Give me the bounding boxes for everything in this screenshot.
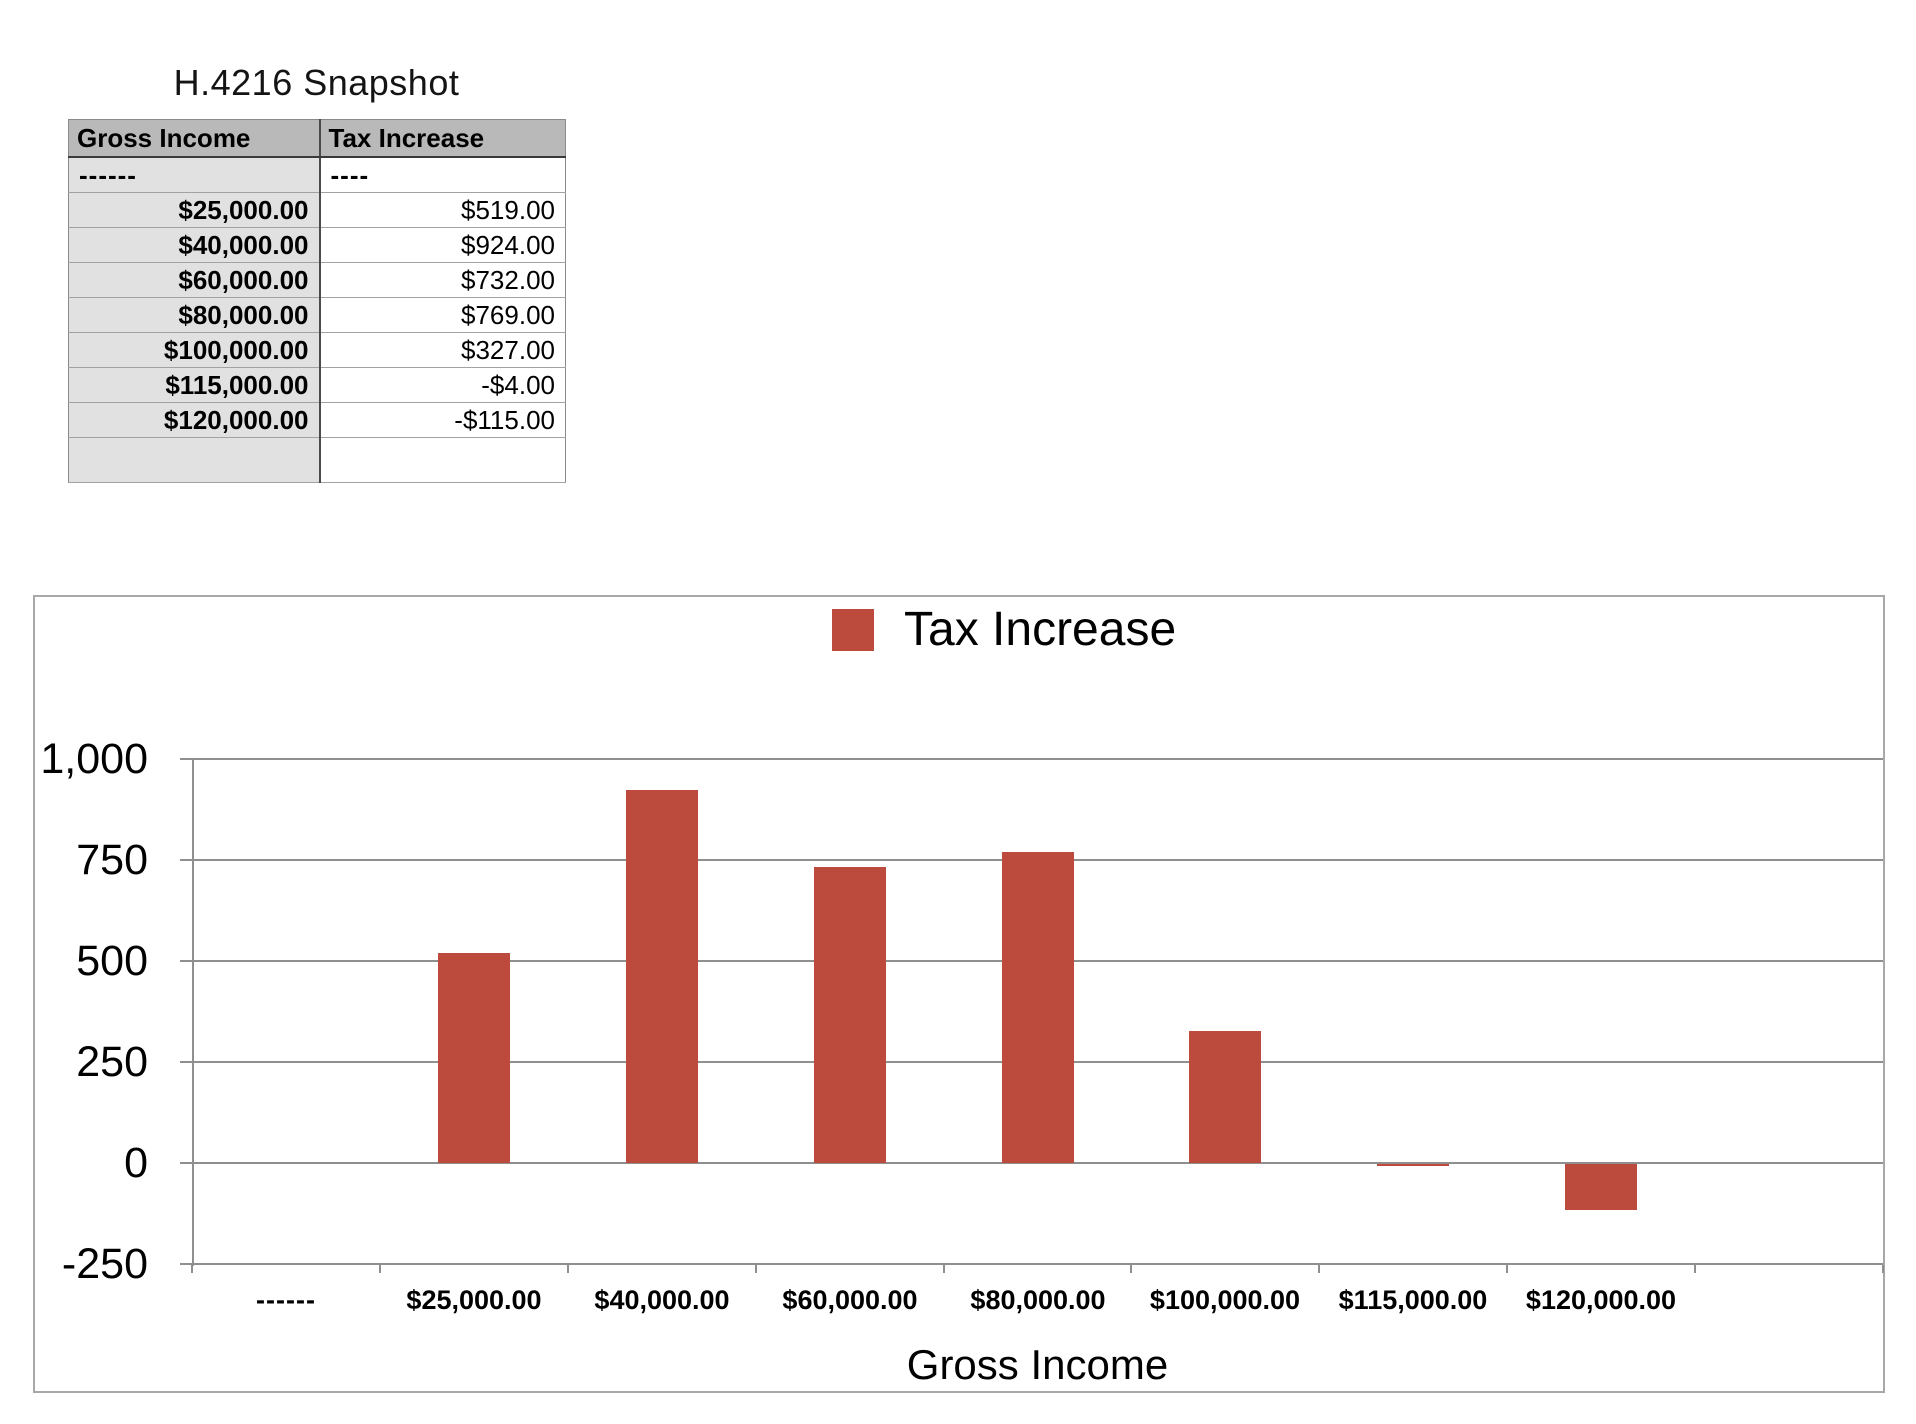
bar (1377, 1164, 1449, 1166)
x-axis-label: $60,000.00 (782, 1285, 918, 1315)
table-header-gross-income: Gross Income (68, 119, 320, 158)
y-axis-tick (180, 960, 192, 962)
table-row (68, 437, 566, 483)
x-axis-tick (1506, 1265, 1508, 1273)
snapshot-title: H.4216 Snapshot (173, 62, 460, 103)
x-axis-label: $25,000.00 (406, 1285, 542, 1315)
bar (814, 867, 886, 1163)
table-row: $80,000.00 $769.00 (68, 297, 566, 333)
table-row: ------ ---- (68, 157, 566, 193)
y-axis-label: 750 (76, 836, 148, 884)
table-cell: ------ (68, 157, 320, 193)
table-row: $25,000.00 $519.00 (68, 192, 566, 228)
x-axis-label: $100,000.00 (1149, 1285, 1301, 1315)
chart-legend: Tax Increase (832, 602, 1176, 657)
table-cell: $924.00 (318, 227, 566, 263)
y-axis-tick (180, 1061, 192, 1063)
table-cell: $115,000.00 (68, 367, 320, 403)
table-header-row: Gross Income Tax Increase (68, 119, 566, 158)
x-axis-label: $40,000.00 (594, 1285, 730, 1315)
bar (1565, 1164, 1637, 1210)
table-cell: -$115.00 (318, 402, 566, 438)
bar (1189, 1031, 1261, 1163)
y-axis-label: -250 (61, 1240, 148, 1288)
y-axis-label: 1,000 (40, 735, 148, 783)
x-axis-tick (1882, 1265, 1884, 1273)
y-axis-tick (180, 1162, 192, 1164)
table-cell (318, 437, 566, 483)
x-axis-tick (379, 1265, 381, 1273)
table-cell: $327.00 (318, 332, 566, 368)
x-axis-label: $115,000.00 (1338, 1285, 1488, 1315)
table-row: $100,000.00 $327.00 (68, 332, 566, 368)
chart-area: Tax Increase 1,000 750 500 250 0 -250 ------ $2… (33, 595, 1885, 1393)
bar (1002, 852, 1074, 1163)
y-axis-label: 500 (76, 937, 148, 985)
table-cell: $769.00 (318, 297, 566, 333)
x-axis-tick (191, 1265, 193, 1273)
table-cell: $25,000.00 (68, 192, 320, 228)
x-axis-label: ------ (256, 1285, 316, 1315)
x-axis-tick (755, 1265, 757, 1273)
table-cell: $100,000.00 (68, 332, 320, 368)
bar (626, 790, 698, 1163)
table-cell: $80,000.00 (68, 297, 320, 333)
x-axis-tick (943, 1265, 945, 1273)
x-axis-label: $80,000.00 (970, 1285, 1106, 1315)
table-cell: $120,000.00 (68, 402, 320, 438)
y-axis-tick (180, 1263, 192, 1265)
x-axis-label: $120,000.00 (1525, 1285, 1677, 1315)
gridline (192, 1263, 1883, 1265)
table-cell: $519.00 (318, 192, 566, 228)
table-cell: -$4.00 (318, 367, 566, 403)
y-axis-tick (180, 859, 192, 861)
x-axis-tick (1694, 1265, 1696, 1273)
y-axis-tick (180, 758, 192, 760)
snapshot-table: Gross Income Tax Increase ------ ---- $25,… (68, 119, 566, 483)
y-axis-label: 250 (76, 1038, 148, 1086)
gridline (192, 1162, 1883, 1164)
table-cell (68, 437, 320, 483)
table-cell: $40,000.00 (68, 227, 320, 263)
bar (438, 953, 510, 1163)
legend-color-swatch (832, 608, 874, 651)
table-row: $60,000.00 $732.00 (68, 262, 566, 298)
table-cell: ---- (318, 157, 566, 193)
x-axis-tick (1318, 1265, 1320, 1273)
table-row: $115,000.00 -$4.00 (68, 367, 566, 403)
table-cell: $60,000.00 (68, 262, 320, 298)
legend-label: Tax Increase (904, 603, 1177, 656)
x-axis-title: Gross Income (906, 1341, 1169, 1388)
table-row: $120,000.00 -$115.00 (68, 402, 566, 438)
table-row: $40,000.00 $924.00 (68, 227, 566, 263)
table-header-tax-increase: Tax Increase (318, 119, 566, 158)
x-axis-tick (1130, 1265, 1132, 1273)
y-axis-line (192, 759, 194, 1266)
gridline (192, 758, 1883, 760)
x-axis-tick (567, 1265, 569, 1273)
table-cell: $732.00 (318, 262, 566, 298)
y-axis-label: 0 (124, 1139, 148, 1187)
